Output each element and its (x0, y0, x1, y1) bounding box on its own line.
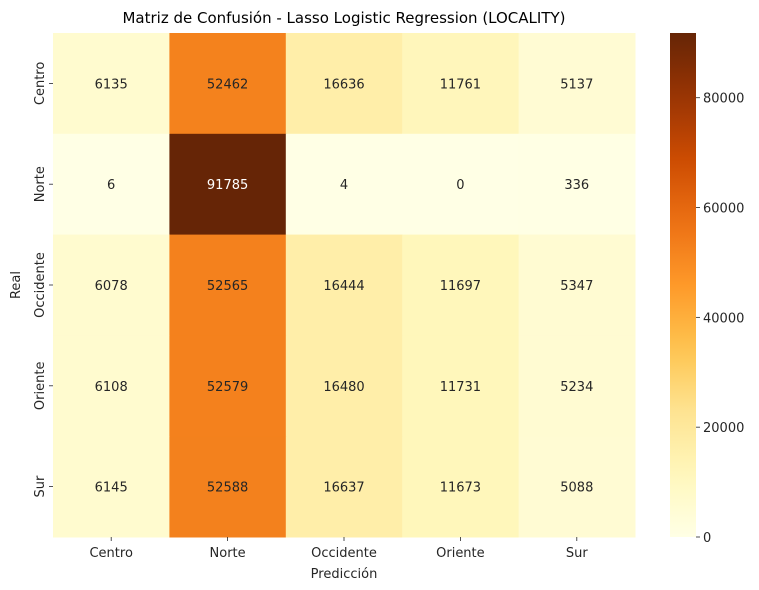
cell-value-label: 5137 (560, 77, 593, 92)
cell-value-label: 11697 (440, 279, 481, 294)
heatmap-cell (518, 436, 636, 538)
heatmap-cell (402, 335, 520, 437)
colorbar-tick-label: 20000 (703, 421, 744, 436)
colorbar-tick-label: 80000 (703, 92, 744, 107)
x-tick-labels: Centro Norte Occidente Oriente Sur (89, 537, 588, 561)
cell-value-label: 6 (107, 178, 115, 193)
heatmap-cell (518, 33, 636, 135)
colorbar-tick-label: 40000 (703, 311, 744, 326)
y-tick-label: Oriente (33, 362, 48, 411)
heatmap-cell (169, 234, 287, 336)
chart-title: Matriz de Confusión - Lasso Logistic Reg… (122, 9, 565, 27)
heatmap-cells: 6135 52462 16636 11761 5137 6 91785 4 0 336 6078 52… (53, 33, 636, 538)
cell-value-label: 5088 (560, 481, 593, 496)
cell-value-label: 5234 (560, 380, 593, 395)
heatmap-cell (518, 133, 636, 236)
heatmap-cell (169, 33, 287, 135)
cell-value-label: 4 (340, 178, 348, 193)
cell-value-label: 6135 (95, 77, 128, 92)
x-axis-label: Predicción (311, 567, 378, 582)
heatmap-cell (285, 436, 403, 538)
heatmap-cell (518, 234, 636, 336)
heatmap-cell (402, 33, 520, 135)
cell-value-label: 11731 (440, 380, 481, 395)
heatmap-cell (169, 133, 287, 236)
y-tick-labels: Centro Norte Occidente Oriente Sur (33, 62, 53, 498)
heatmap-cell (53, 234, 170, 336)
heatmap-cell (518, 335, 636, 437)
cell-value-label: 11761 (440, 77, 481, 92)
cell-value-label: 52588 (207, 481, 248, 496)
heatmap-cell (53, 133, 170, 236)
colorbar-ticks: 0 20000 40000 60000 80000 (696, 92, 744, 546)
y-tick-label: Sur (33, 475, 48, 497)
heatmap-cell (285, 33, 403, 135)
x-tick-label: Centro (89, 546, 132, 561)
colorbar (670, 33, 696, 537)
x-tick-label: Oriente (436, 546, 485, 561)
cell-value-label: 52462 (207, 77, 248, 92)
heatmap-cell (285, 335, 403, 437)
y-tick-label: Occidente (33, 252, 48, 318)
y-axis-label: Real (9, 271, 24, 299)
cell-value-label: 6108 (95, 380, 128, 395)
cell-value-label: 6145 (95, 481, 128, 496)
colorbar-tick-label: 60000 (703, 202, 744, 217)
cell-value-label: 91785 (207, 178, 248, 193)
heatmap-cell (53, 436, 170, 538)
heatmap-cell (53, 335, 170, 437)
x-tick-label: Occidente (311, 546, 377, 561)
x-tick-label: Norte (210, 546, 246, 561)
cell-value-label: 16444 (323, 279, 364, 294)
cell-value-label: 16637 (323, 481, 364, 496)
y-tick-label: Norte (33, 166, 48, 202)
cell-value-label: 336 (564, 178, 589, 193)
cell-value-label: 5347 (560, 279, 593, 294)
colorbar-tick-label: 0 (703, 531, 711, 546)
heatmap-cell (285, 133, 403, 236)
x-tick-label: Sur (566, 546, 588, 561)
cell-value-label: 16636 (323, 77, 364, 92)
heatmap-cell (169, 335, 287, 437)
heatmap-cell (53, 33, 170, 135)
cell-value-label: 16480 (323, 380, 364, 395)
heatmap-cell (169, 436, 287, 538)
cell-value-label: 6078 (95, 279, 128, 294)
y-tick-label: Centro (33, 62, 48, 105)
heatmap-cell (402, 234, 520, 336)
cell-value-label: 11673 (440, 481, 481, 496)
cell-value-label: 52579 (207, 380, 248, 395)
heatmap-cell (402, 436, 520, 538)
cell-value-label: 52565 (207, 279, 248, 294)
cell-value-label: 0 (456, 178, 464, 193)
heatmap-cell (402, 133, 520, 236)
heatmap-cell (285, 234, 403, 336)
